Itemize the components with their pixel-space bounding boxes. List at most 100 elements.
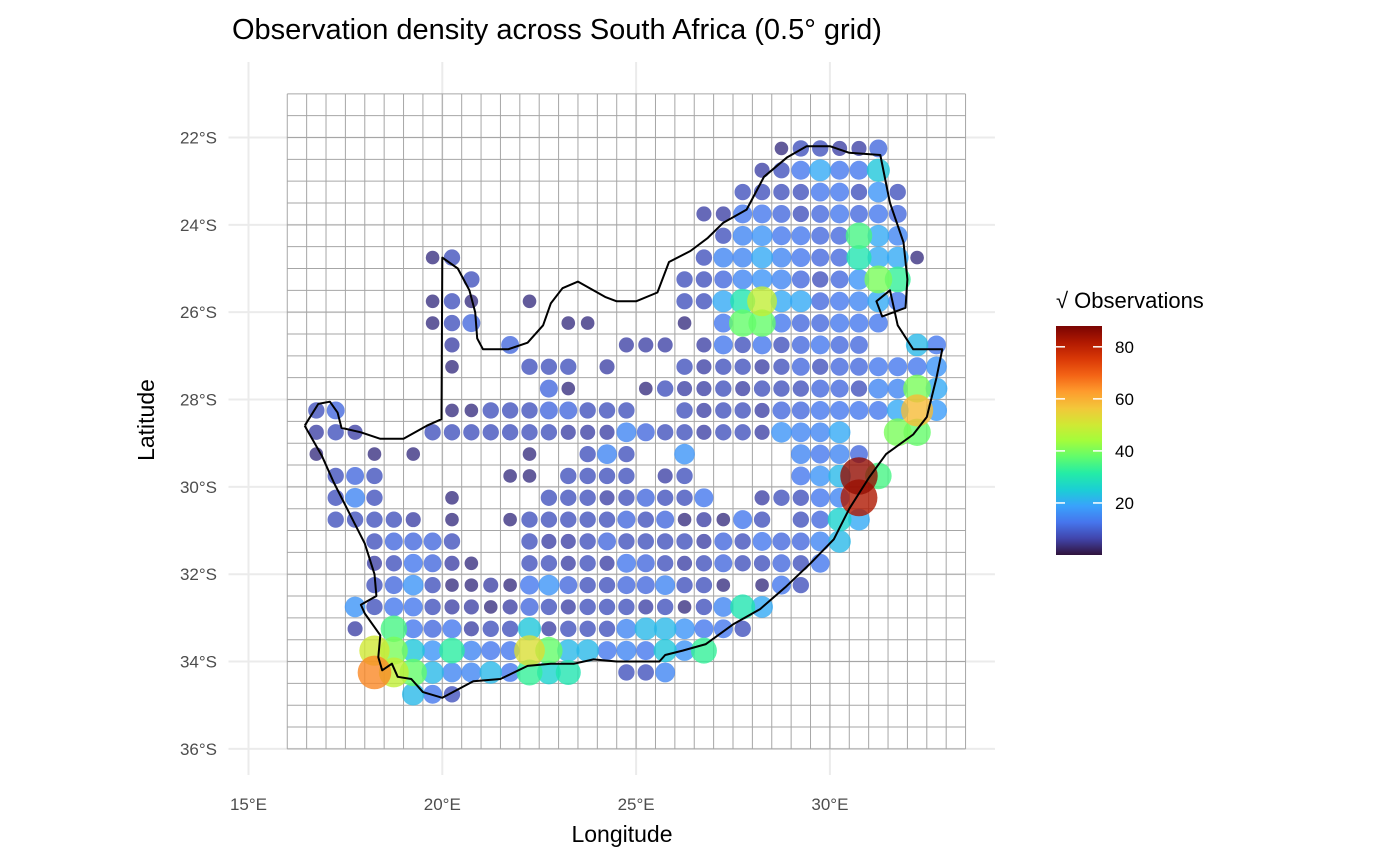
- chart-title: Observation density across South Africa …: [232, 14, 882, 46]
- observation-point: [536, 660, 561, 685]
- observation-point: [384, 576, 403, 595]
- observation-point: [674, 618, 695, 640]
- observation-point: [694, 619, 714, 639]
- observation-point: [733, 204, 753, 224]
- observation-point: [443, 424, 461, 441]
- observation-point: [517, 617, 542, 641]
- observation-point: [598, 598, 616, 616]
- observation-point: [344, 596, 366, 618]
- observation-point: [754, 402, 770, 418]
- observation-point: [482, 424, 499, 441]
- observation-point: [695, 598, 713, 616]
- observation-point: [829, 444, 850, 465]
- observation-point: [791, 532, 810, 551]
- observation-point: [637, 511, 654, 528]
- observation-point: [752, 531, 772, 551]
- observation-point: [598, 467, 616, 485]
- observation-point: [366, 511, 383, 528]
- observation-point: [926, 356, 947, 378]
- y-tick-label: 22°S: [180, 129, 217, 148]
- observation-point: [579, 511, 596, 528]
- observation-point: [384, 597, 404, 617]
- observation-point: [541, 533, 557, 549]
- observation-point: [425, 316, 440, 330]
- observation-point: [520, 597, 539, 616]
- observation-point: [849, 160, 869, 180]
- observation-point: [868, 378, 889, 399]
- observation-point: [521, 533, 538, 550]
- x-tick-label: 30°E: [811, 795, 848, 814]
- observation-point: [403, 597, 423, 617]
- observation-point: [869, 139, 888, 158]
- observation-point: [579, 489, 596, 506]
- observation-point: [747, 286, 778, 317]
- legend-title: √ Observations: [1056, 288, 1204, 313]
- observation-point: [849, 400, 869, 420]
- observation-point: [696, 512, 712, 528]
- y-tick-label: 30°S: [180, 478, 217, 497]
- observation-point: [636, 423, 655, 442]
- observation-point: [772, 401, 791, 420]
- observation-point: [830, 270, 849, 289]
- observation-point: [811, 314, 830, 333]
- observation-point: [617, 576, 636, 595]
- observation-point: [521, 511, 538, 528]
- observation-point: [812, 140, 829, 157]
- observation-point: [751, 225, 773, 247]
- observation-point: [503, 578, 517, 592]
- observation-point: [538, 574, 560, 596]
- observation-point: [754, 490, 770, 506]
- observation-point: [521, 424, 538, 441]
- observation-point: [555, 659, 581, 686]
- observation-point: [868, 313, 888, 333]
- observation-point: [850, 380, 868, 397]
- observation-point: [810, 400, 830, 420]
- observation-point: [385, 511, 403, 528]
- observation-point: [327, 424, 344, 441]
- observation-point: [850, 183, 868, 201]
- observation-point: [676, 424, 693, 441]
- observation-point: [868, 400, 888, 420]
- observation-point: [676, 402, 693, 419]
- observation-point: [560, 358, 577, 375]
- observation-point: [676, 489, 693, 506]
- y-tick-label: 26°S: [180, 303, 217, 322]
- legend-tick-label: 60: [1115, 390, 1134, 409]
- observation-point: [636, 641, 656, 661]
- observation-point: [752, 335, 772, 355]
- observation-point: [598, 620, 616, 637]
- observation-point: [866, 158, 890, 182]
- observation-point: [773, 380, 790, 397]
- observation-point: [696, 206, 712, 222]
- observation-point: [579, 402, 596, 419]
- observation-point: [754, 359, 770, 375]
- observation-point: [676, 533, 693, 550]
- legend-tick-label: 80: [1115, 338, 1134, 357]
- observation-point: [657, 337, 673, 353]
- observation-point: [579, 445, 596, 463]
- observation-point: [406, 447, 421, 461]
- observation-point: [754, 424, 770, 440]
- observation-point: [868, 204, 888, 224]
- observation-point: [811, 510, 830, 529]
- points: [308, 139, 948, 706]
- observation-point: [598, 576, 616, 594]
- observation-point: [812, 271, 829, 288]
- observation-point: [791, 314, 810, 333]
- observation-point: [811, 248, 830, 267]
- observation-point: [521, 358, 538, 375]
- observation-point: [792, 576, 810, 594]
- observation-point: [846, 245, 872, 271]
- observation-point: [423, 619, 442, 638]
- observation-point: [366, 489, 383, 506]
- observation-point: [481, 641, 501, 661]
- observation-point: [888, 357, 908, 377]
- observation-point: [443, 293, 461, 310]
- observation-point: [522, 469, 537, 483]
- observation-point: [714, 532, 733, 551]
- observation-point: [540, 555, 558, 572]
- observation-point: [579, 576, 596, 594]
- observation-point: [599, 555, 615, 571]
- observation-point: [715, 402, 732, 419]
